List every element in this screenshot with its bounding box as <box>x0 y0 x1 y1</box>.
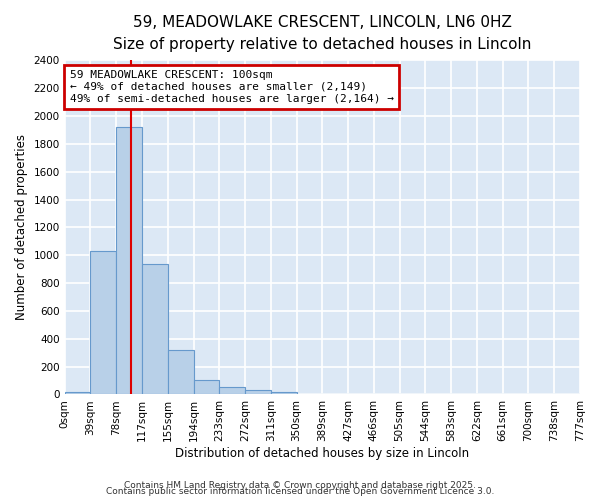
Text: 59 MEADOWLAKE CRESCENT: 100sqm
← 49% of detached houses are smaller (2,149)
49% : 59 MEADOWLAKE CRESCENT: 100sqm ← 49% of … <box>70 70 394 104</box>
Y-axis label: Number of detached properties: Number of detached properties <box>15 134 28 320</box>
Bar <box>168 350 193 395</box>
Bar <box>91 251 116 394</box>
Bar <box>65 392 91 394</box>
Bar <box>245 390 271 394</box>
Bar <box>142 264 168 394</box>
Bar <box>116 127 142 394</box>
Bar <box>271 392 296 394</box>
X-axis label: Distribution of detached houses by size in Lincoln: Distribution of detached houses by size … <box>175 447 469 460</box>
Text: Contains public sector information licensed under the Open Government Licence 3.: Contains public sector information licen… <box>106 487 494 496</box>
Title: 59, MEADOWLAKE CRESCENT, LINCOLN, LN6 0HZ
Size of property relative to detached : 59, MEADOWLAKE CRESCENT, LINCOLN, LN6 0H… <box>113 15 532 52</box>
Bar <box>193 380 219 394</box>
Bar <box>219 387 245 394</box>
Text: Contains HM Land Registry data © Crown copyright and database right 2025.: Contains HM Land Registry data © Crown c… <box>124 481 476 490</box>
